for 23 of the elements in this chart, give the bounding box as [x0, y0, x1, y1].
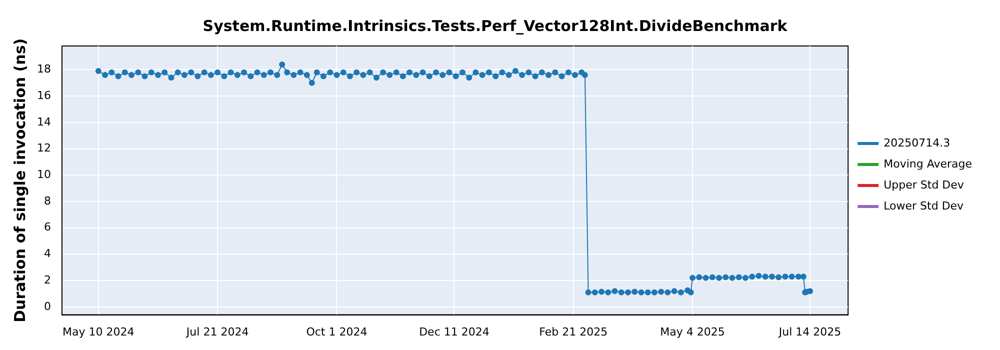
- x-tick-label: May 10 2024: [62, 325, 134, 338]
- y-tick-label: 10: [36, 168, 51, 181]
- y-tick-label: 0: [44, 300, 51, 313]
- y-tick-label: 6: [44, 220, 51, 234]
- x-tick-label: Dec 11 2024: [419, 325, 490, 338]
- legend-label: Moving Average: [884, 157, 972, 170]
- x-tick-label: Oct 1 2024: [306, 325, 368, 338]
- legend-label: 20250714.3: [884, 136, 950, 150]
- legend-label: Lower Std Dev: [884, 199, 964, 212]
- y-tick-label: 18: [36, 62, 51, 76]
- y-tick-label: 2: [44, 273, 51, 286]
- y-tick-label: 4: [44, 247, 51, 260]
- y-tick-label: 12: [36, 142, 51, 155]
- y-tick-label: 8: [44, 194, 51, 208]
- y-axis-title: Duration of single invocation (ns): [10, 38, 29, 322]
- x-tick-label: Jul 14 2025: [778, 325, 842, 338]
- x-tick-label: Jul 21 2024: [185, 325, 249, 338]
- legend-label: Upper Std Dev: [884, 178, 964, 192]
- x-tick-label: Feb 21 2025: [539, 325, 608, 338]
- y-tick-label: 16: [36, 88, 51, 102]
- y-tick-label: 14: [36, 115, 51, 128]
- chart-title: System.Runtime.Intrinsics.Tests.Perf_Vector128Int.DivideBenchmark: [202, 16, 788, 35]
- x-tick-label: May 4 2025: [660, 325, 725, 338]
